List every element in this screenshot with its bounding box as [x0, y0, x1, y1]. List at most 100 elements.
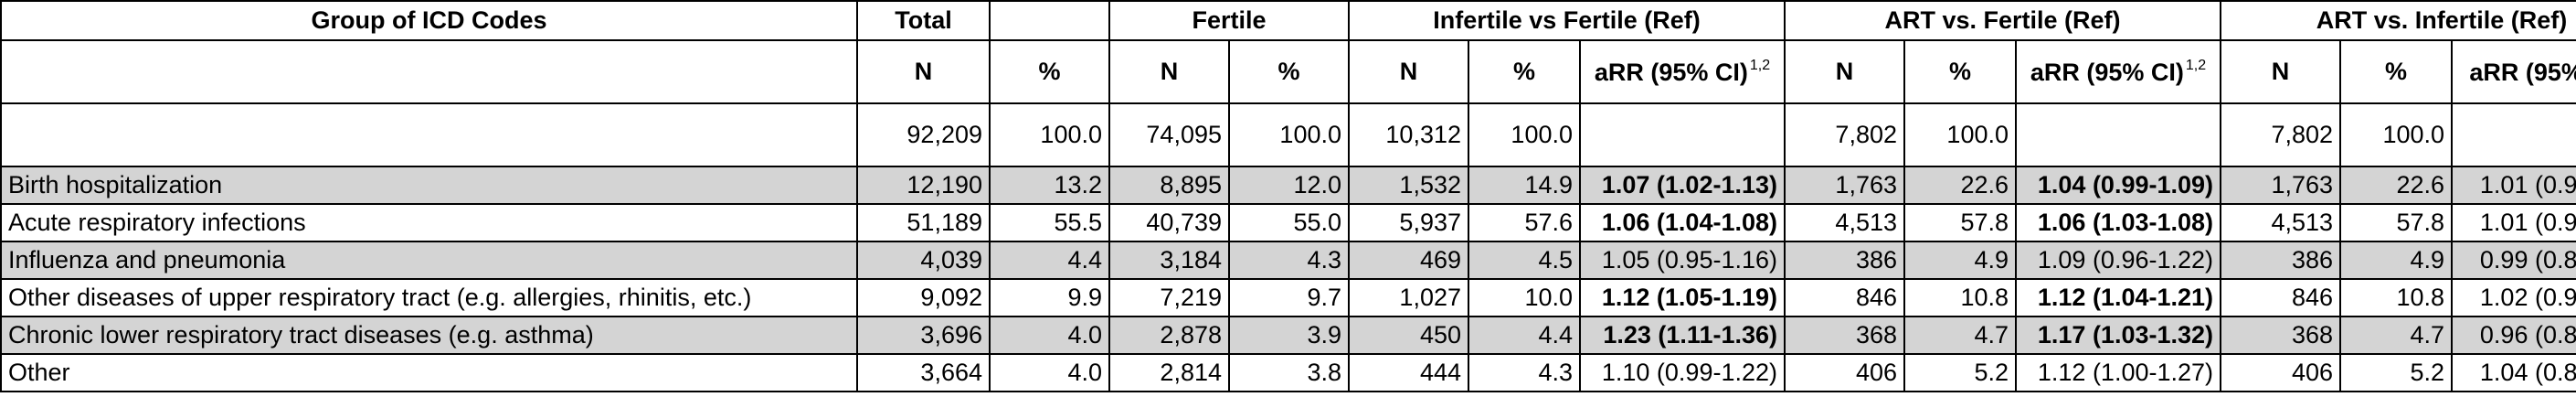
cell-art-n: 846: [1784, 278, 1905, 317]
subheader-infertile-n: N: [1348, 39, 1469, 104]
cell-art2-arr: 1.01 (0.94-1.08): [2451, 166, 2576, 205]
cell-art-n: 386: [1784, 241, 1905, 280]
cell-art2-arr: 1.02 (0.92-1.13): [2451, 278, 2576, 317]
total-fertile-n: 74,095: [1108, 102, 1230, 167]
row-label: Other diseases of upper respiratory trac…: [0, 278, 858, 317]
cell-art2-arr: 1.01 (0.99-1.04): [2451, 203, 2576, 242]
cell-fertile-n: 7,219: [1108, 278, 1230, 317]
total-total-pct: 100.0: [989, 102, 1110, 167]
cell-infertile-arr: 1.06 (1.04-1.08): [1579, 203, 1786, 242]
cell-art-n: 1,763: [1784, 166, 1905, 205]
cell-art2-pct: 4.9: [2339, 241, 2454, 280]
cell-fertile-n: 40,739: [1108, 203, 1230, 242]
cell-art-pct: 57.8: [1903, 203, 2017, 242]
subheader-total-n: N: [856, 39, 991, 104]
cell-infertile-arr: 1.05 (0.95-1.16): [1579, 241, 1786, 280]
cell-art2-n: 846: [2220, 278, 2342, 317]
cell-infertile-n: 469: [1348, 241, 1469, 280]
cell-art-arr: 1.06 (1.03-1.08): [2014, 203, 2222, 242]
header-total: Total: [856, 0, 991, 41]
cell-art2-pct: 5.2: [2339, 353, 2454, 392]
subheader-row: N% N% N% aRR (95% CI) 1,2 N% aRR (95% CI) 1,2 N%…: [0, 39, 2576, 104]
subheader-art2-arr: aRR (95% CI)1,2: [2451, 39, 2576, 104]
cell-total-n: 51,189: [856, 203, 991, 242]
total-infertile-pct: 100.0: [1468, 102, 1581, 167]
cell-total-n: 3,664: [856, 353, 991, 392]
header-group: Group of ICD Codes: [0, 0, 858, 41]
subheader-fertile-pct: %: [1228, 39, 1350, 104]
cell-fertile-pct: 9.7: [1228, 278, 1350, 317]
cell-art2-arr: 1.04 (0.89-1.21): [2451, 353, 2576, 392]
totals-group-empty: [0, 102, 858, 167]
cell-fertile-n: 8,895: [1108, 166, 1230, 205]
subheader-art2-pct: %: [2339, 39, 2454, 104]
total-art-pct: 100.0: [1903, 102, 2017, 167]
subheader-art-pct: %: [1903, 39, 2017, 104]
cell-infertile-pct: 14.9: [1468, 166, 1581, 205]
cell-art2-arr: 0.96 (0.82-1.12): [2451, 316, 2576, 355]
header-fertile: Fertile: [1108, 0, 1350, 41]
total-fertile-pct: 100.0: [1228, 102, 1350, 167]
total-art2-n: 7,802: [2220, 102, 2342, 167]
subheader-art-arr: aRR (95% CI) 1,2: [2014, 39, 2222, 104]
subheader-infertile-pct: %: [1468, 39, 1581, 104]
subheader-art2-n: N: [2220, 39, 2342, 104]
totals-row: 92,209 100.0 74,095 100.0 10,312 100.0 7,802 10…: [0, 102, 2576, 167]
cell-fertile-pct: 3.8: [1228, 353, 1350, 392]
cell-art-pct: 4.7: [1903, 316, 2017, 355]
cell-art-n: 368: [1784, 316, 1905, 355]
cell-art-pct: 4.9: [1903, 241, 2017, 280]
row-label: Other: [0, 353, 858, 392]
cell-infertile-pct: 4.4: [1468, 316, 1581, 355]
table-row: Influenza and pneumonia 4,039 4.4 3,184 4.3 4…: [0, 241, 2576, 280]
table-row: Birth hospitalization 12,190 13.2 8,895 12.0…: [0, 166, 2576, 205]
total-art2-arr-empty: [2451, 102, 2576, 167]
cell-art-arr: 1.09 (0.96-1.22): [2014, 241, 2222, 280]
cell-infertile-n: 1,532: [1348, 166, 1469, 205]
row-label: Acute respiratory infections: [0, 203, 858, 242]
cell-infertile-pct: 4.3: [1468, 353, 1581, 392]
cell-fertile-pct: 12.0: [1228, 166, 1350, 205]
subheader-total-pct: %: [989, 39, 1110, 104]
cell-art-arr: 1.04 (0.99-1.09): [2014, 166, 2222, 205]
cell-total-pct: 4.4: [989, 241, 1110, 280]
cell-infertile-arr: 1.23 (1.11-1.36): [1579, 316, 1786, 355]
cell-art2-pct: 4.7: [2339, 316, 2454, 355]
total-art2-pct: 100.0: [2339, 102, 2454, 167]
cell-total-pct: 55.5: [989, 203, 1110, 242]
cell-art2-n: 386: [2220, 241, 2342, 280]
cell-art2-pct: 22.6: [2339, 166, 2454, 205]
cell-total-n: 3,696: [856, 316, 991, 355]
cell-fertile-n: 2,878: [1108, 316, 1230, 355]
cell-total-n: 12,190: [856, 166, 991, 205]
cell-infertile-arr: 1.10 (0.99-1.22): [1579, 353, 1786, 392]
cell-art2-pct: 57.8: [2339, 203, 2454, 242]
subheader-infertile-arr: aRR (95% CI) 1,2: [1579, 39, 1786, 104]
arr-footnote-marker: 1,2: [2185, 58, 2207, 73]
cell-art-arr: 1.17 (1.03-1.32): [2014, 316, 2222, 355]
cell-infertile-arr: 1.07 (1.02-1.13): [1579, 166, 1786, 205]
arr-heading-text: aRR (95% CI): [2469, 59, 2576, 86]
subheader-group-empty: [0, 39, 858, 104]
cell-fertile-pct: 3.9: [1228, 316, 1350, 355]
cell-fertile-n: 3,184: [1108, 241, 1230, 280]
subheader-fertile-n: N: [1108, 39, 1230, 104]
cell-art-pct: 22.6: [1903, 166, 2017, 205]
cell-art-pct: 10.8: [1903, 278, 2017, 317]
cell-art2-n: 1,763: [2220, 166, 2342, 205]
table-row: Chronic lower respiratory tract diseases…: [0, 316, 2576, 355]
arr-footnote-marker: 1,2: [1749, 58, 1771, 73]
cell-infertile-arr: 1.12 (1.05-1.19): [1579, 278, 1786, 317]
subheader-art-n: N: [1784, 39, 1905, 104]
table-row: Other 3,664 4.0 2,814 3.8 444 4.3 1.10 (0.99-1.…: [0, 353, 2576, 392]
cell-infertile-pct: 57.6: [1468, 203, 1581, 242]
cell-total-pct: 4.0: [989, 353, 1110, 392]
header-infertile-vs-fertile: Infertile vs Fertile (Ref): [1348, 0, 1786, 41]
cell-art2-pct: 10.8: [2339, 278, 2454, 317]
table-row: Other diseases of upper respiratory trac…: [0, 278, 2576, 317]
total-infertile-arr-empty: [1579, 102, 1786, 167]
cell-art-n: 406: [1784, 353, 1905, 392]
table-row: Acute respiratory infections 51,189 55.5 40…: [0, 203, 2576, 242]
cell-infertile-n: 450: [1348, 316, 1469, 355]
